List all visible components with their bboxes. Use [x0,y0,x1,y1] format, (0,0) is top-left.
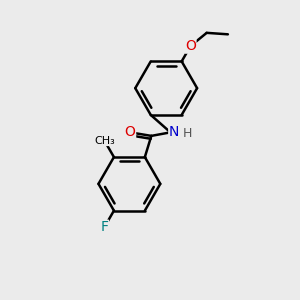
Text: O: O [185,39,196,53]
Text: N: N [169,125,179,140]
Text: CH₃: CH₃ [94,136,115,146]
Text: O: O [125,125,136,140]
Text: F: F [100,220,108,234]
Text: H: H [183,127,192,140]
